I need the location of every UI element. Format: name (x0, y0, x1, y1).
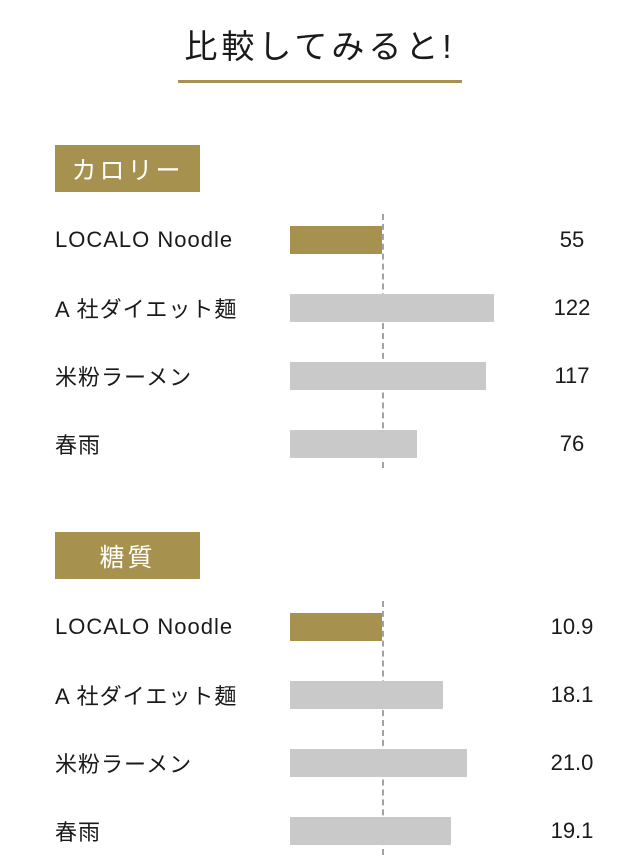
bar-harusame (290, 430, 417, 458)
category-label: 春雨 (55, 433, 102, 458)
calorie-chart-plot: LOCALO Noodle 55 A 社ダイエット麺 122 米粉ラーメン 11… (0, 206, 640, 478)
value-label: 55 (559, 227, 585, 252)
bar-diet-noodle (290, 681, 443, 709)
category-label: 米粉ラーメン (55, 365, 193, 390)
bar-localo-noodle (290, 613, 382, 641)
category-label: 米粉ラーメン (55, 752, 193, 777)
bar-track (290, 430, 540, 458)
bar-localo-noodle (290, 226, 382, 254)
category-label: A 社ダイエット麺 (55, 297, 238, 322)
value-label: 10.9 (550, 614, 594, 639)
sugar-chart: 糖質 LOCALO Noodle 10.9 A 社ダイエット麺 18.1 米粉ラ… (0, 532, 640, 865)
bar-track (290, 817, 540, 845)
reference-dashed-line (382, 601, 384, 855)
chart-row-localo-noodle: LOCALO Noodle 10.9 (0, 593, 640, 661)
bar-diet-noodle (290, 294, 494, 322)
bar-rice-ramen (290, 749, 467, 777)
category-label: A 社ダイエット麺 (55, 684, 238, 709)
value-label: 21.0 (550, 750, 594, 775)
value-label: 18.1 (550, 682, 594, 707)
bar-track (290, 749, 540, 777)
category-label: 春雨 (55, 820, 102, 845)
reference-dashed-line (382, 214, 384, 468)
chart-row-diet-noodle: A 社ダイエット麺 122 (0, 274, 640, 342)
value-label: 122 (553, 295, 591, 320)
page-title-text: 比較してみると! (178, 20, 462, 83)
bar-harusame (290, 817, 451, 845)
chart-row-localo-noodle: LOCALO Noodle 55 (0, 206, 640, 274)
calorie-section-label: カロリー (55, 145, 200, 192)
category-label: LOCALO Noodle (55, 227, 234, 252)
chart-row-harusame: 春雨 19.1 (0, 797, 640, 865)
chart-row-rice-ramen: 米粉ラーメン 21.0 (0, 729, 640, 797)
bar-track (290, 681, 540, 709)
bar-track (290, 362, 540, 390)
category-label: LOCALO Noodle (55, 614, 234, 639)
chart-row-harusame: 春雨 76 (0, 410, 640, 478)
value-label: 76 (559, 431, 585, 456)
page-header: 比較してみると! (0, 0, 640, 83)
sugar-chart-plot: LOCALO Noodle 10.9 A 社ダイエット麺 18.1 米粉ラーメン… (0, 593, 640, 865)
chart-row-diet-noodle: A 社ダイエット麺 18.1 (0, 661, 640, 729)
bar-track (290, 294, 540, 322)
page-title: 比較してみると! (0, 20, 640, 83)
sugar-section-label: 糖質 (55, 532, 200, 579)
chart-row-rice-ramen: 米粉ラーメン 117 (0, 342, 640, 410)
value-label: 19.1 (550, 818, 594, 843)
bar-rice-ramen (290, 362, 486, 390)
value-label: 117 (554, 363, 590, 388)
calorie-chart: カロリー LOCALO Noodle 55 A 社ダイエット麺 122 米粉ラー… (0, 145, 640, 478)
bar-track (290, 613, 540, 641)
bar-track (290, 226, 540, 254)
